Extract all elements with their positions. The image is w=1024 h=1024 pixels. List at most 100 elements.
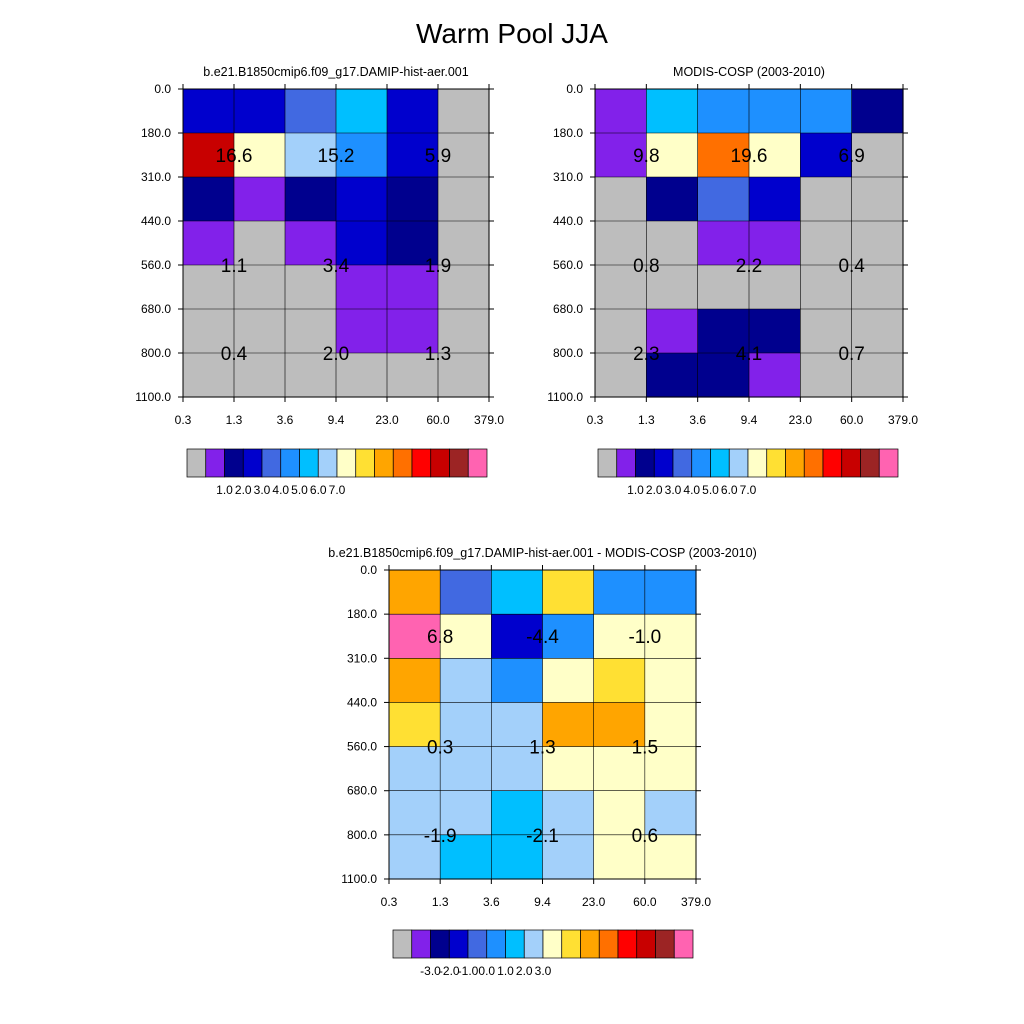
page-title: Warm Pool JJA (416, 18, 608, 49)
heatmap-cell (438, 265, 490, 310)
colorbar-swatch (747, 448, 768, 478)
x-tick-label: 9.4 (534, 895, 551, 909)
colorbar-swatch (841, 448, 861, 478)
heatmap-cell (644, 702, 697, 748)
heatmap-cell (851, 353, 904, 398)
heatmap-cell (440, 790, 492, 836)
y-tick-label: 800.0 (553, 346, 583, 360)
heatmap-cell (183, 309, 235, 354)
cell-value-label: -1.0 (628, 627, 661, 648)
cell-value-label: 1.9 (425, 256, 451, 277)
y-tick-label: 180.0 (553, 126, 583, 140)
colorbar-label: 7.0 (740, 483, 757, 497)
heatmap-cell (438, 89, 490, 134)
colorbar-label: 3.0 (535, 964, 552, 978)
colorbar-swatch (467, 448, 488, 478)
y-tick-label: 0.0 (360, 563, 377, 577)
colorbar-label: -2.0 (439, 964, 460, 978)
heatmap-cell (491, 570, 544, 615)
heatmap-cell (749, 353, 801, 398)
cell-value-label: 15.2 (318, 146, 355, 167)
heatmap-cell (851, 133, 904, 178)
heatmap-cell (644, 790, 697, 836)
colorbar-swatch (803, 448, 824, 478)
colorbar-swatch (635, 448, 655, 478)
colorbar-swatch (822, 448, 843, 478)
y-tick-label: 800.0 (141, 346, 171, 360)
heatmap-cell (440, 746, 492, 792)
heatmap-cell (183, 133, 235, 178)
heatmap-cell (387, 353, 439, 398)
heatmap-cell (285, 309, 337, 354)
heatmap-cell (646, 265, 699, 310)
y-tick-label: 1100.0 (135, 390, 171, 404)
colorbar-swatch (224, 448, 244, 478)
heatmap-cell (336, 177, 388, 222)
panel-title: b.e21.B1850cmip6.f09_g17.DAMIP-hist-aer.… (203, 65, 468, 79)
heatmap-cell (542, 834, 595, 880)
heatmap-cell (285, 133, 337, 178)
x-tick-label: 9.4 (328, 413, 345, 427)
x-tick-label: 3.6 (277, 413, 294, 427)
heatmap-cell (183, 221, 235, 266)
colorbar-label: 3.0 (665, 483, 682, 497)
heatmap-cell (440, 658, 492, 704)
colorbar-swatch (261, 448, 282, 478)
heatmap-cell (234, 177, 286, 222)
colorbar-swatch (336, 448, 357, 478)
cell-value-label: 2.3 (633, 344, 659, 365)
colorbar-swatch (653, 448, 674, 478)
heatmap-cell (697, 309, 750, 354)
colorbar-swatch (655, 929, 675, 959)
heatmap-cell (644, 658, 697, 704)
heatmap-cell (387, 265, 439, 310)
heatmap-cell (285, 221, 337, 266)
colorbar-swatch (878, 448, 899, 478)
colorbar-label: 1.0 (497, 964, 514, 978)
colorbar-swatch (486, 929, 506, 959)
heatmap-cell (336, 133, 388, 178)
heatmap-cell (542, 658, 595, 704)
x-tick-label: 0.3 (381, 895, 398, 909)
heatmap-cell (851, 309, 904, 354)
heatmap-cell (389, 570, 441, 615)
colorbar-swatch (710, 448, 730, 478)
x-tick-label: 0.3 (587, 413, 604, 427)
heatmap-cell (646, 177, 699, 222)
heatmap-cell (749, 309, 801, 354)
heatmap-cell (389, 614, 441, 659)
heatmap-cell (542, 614, 595, 659)
heatmap-cell (387, 89, 439, 134)
heatmap-cell (183, 265, 235, 310)
colorbar-label: 7.0 (329, 483, 346, 497)
panel-2: MODIS-COSP (2003-2010) 0.0 180.0 310.0 440.0… (547, 65, 918, 497)
heatmap-cell (749, 177, 801, 222)
x-tick-label: 23.0 (789, 413, 813, 427)
x-tick-label: 3.6 (483, 895, 500, 909)
colorbar-swatch (785, 448, 805, 478)
colorbar-swatch (766, 448, 786, 478)
heatmap-cell (438, 309, 490, 354)
heatmap-cell (644, 614, 697, 659)
colorbar-swatch (205, 448, 225, 478)
heatmap-cell (183, 177, 235, 222)
colorbar-swatch (523, 929, 544, 959)
heatmap-cell (387, 133, 439, 178)
heatmap-cell (593, 658, 646, 704)
colorbar-swatch (467, 929, 488, 959)
colorbar-swatch (672, 448, 693, 478)
y-tick-label: 180.0 (347, 607, 377, 621)
y-tick-label: 440.0 (553, 214, 583, 228)
heatmap-cell (800, 353, 853, 398)
colorbar-swatch (242, 448, 263, 478)
x-tick-label: 379.0 (681, 895, 711, 909)
cell-value-label: -2.1 (526, 826, 559, 847)
colorbar-swatch (430, 929, 450, 959)
heatmap-cell (646, 221, 699, 266)
colorbar: 1.0 2.0 3.0 4.0 5.0 6.0 7.0 (186, 448, 488, 497)
y-tick-label: 180.0 (141, 126, 171, 140)
y-tick-label: 560.0 (141, 258, 171, 272)
colorbar-swatch (561, 929, 581, 959)
y-tick-label: 1100.0 (341, 872, 377, 886)
colorbar-label: 4.0 (272, 483, 289, 497)
